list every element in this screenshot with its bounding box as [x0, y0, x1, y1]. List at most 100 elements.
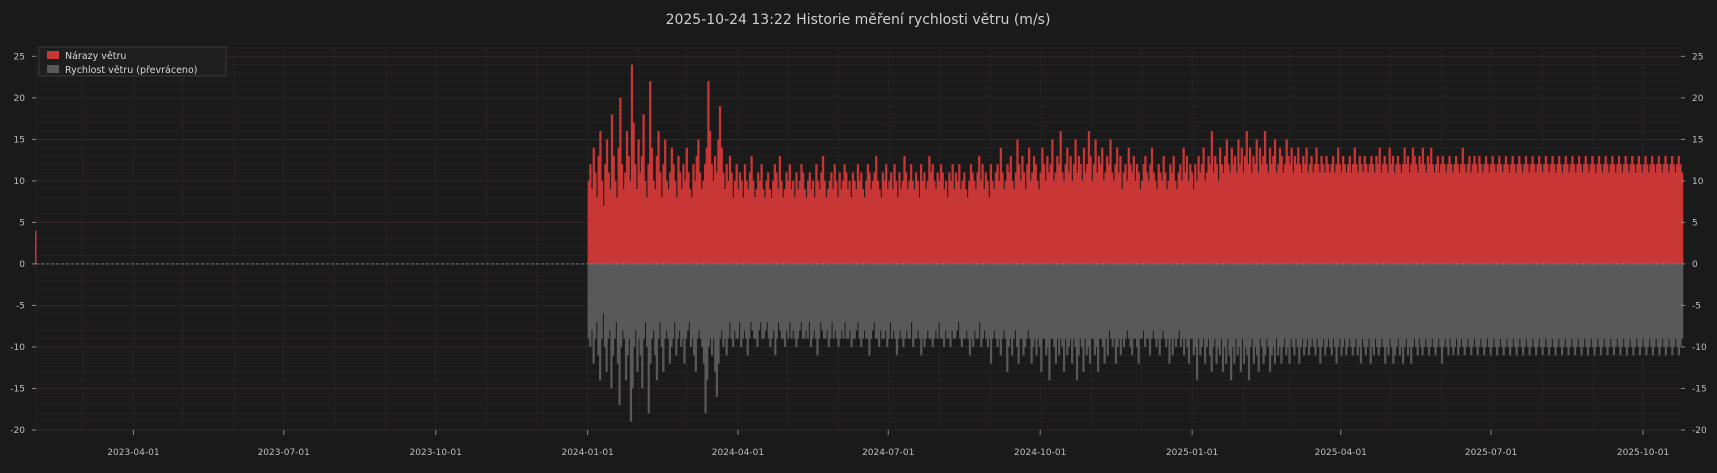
speed-bar: [681, 263, 684, 339]
speed-bar: [1208, 263, 1212, 356]
gust-bar: [684, 180, 687, 264]
gust-bar: [1579, 164, 1582, 264]
gust-bar: [949, 180, 953, 264]
speed-bar: [963, 263, 967, 339]
gust-bar: [1524, 155, 1528, 264]
gust-bar: [1599, 164, 1602, 264]
speed-bar: [618, 263, 621, 406]
gust-bar: [1401, 164, 1405, 264]
gust-bar: [1370, 155, 1373, 264]
speed-bar: [1471, 263, 1474, 347]
gust-bar: [1631, 155, 1634, 264]
speed-bar: [1656, 263, 1659, 347]
speed-bar: [1348, 263, 1351, 339]
speed-bar: [728, 263, 731, 323]
gust-bar: [695, 155, 698, 264]
speed-bar: [1515, 263, 1518, 356]
speed-bar: [1374, 263, 1377, 339]
gust-bar: [1047, 172, 1051, 264]
gust-bar: [1245, 131, 1248, 264]
speed-bar: [1372, 263, 1375, 356]
speed-bar: [903, 263, 907, 339]
gust-bar: [645, 197, 649, 264]
speed-bar: [925, 263, 928, 339]
speed-bar: [1611, 263, 1614, 347]
gust-bar: [944, 180, 948, 264]
speed-bar: [968, 263, 972, 356]
gust-bar: [602, 205, 605, 264]
gust-bar: [1476, 172, 1479, 264]
gust-bar: [865, 180, 868, 264]
gust-bar: [1145, 172, 1149, 264]
gust-bar: [1147, 180, 1150, 264]
speed-bar: [991, 263, 994, 339]
speed-bar: [620, 263, 623, 347]
gust-bar: [1262, 155, 1265, 264]
speed-bar: [863, 263, 866, 331]
gust-bar: [629, 180, 632, 264]
speed-bar: [1569, 263, 1572, 347]
speed-bar: [1264, 263, 1267, 356]
speed-bar: [1513, 263, 1517, 347]
speed-bar: [608, 263, 611, 331]
gust-bar: [787, 180, 790, 264]
speed-bar: [1512, 263, 1515, 339]
gust-bar: [1664, 155, 1667, 264]
gust-bar: [1086, 164, 1089, 264]
gust-bar: [755, 189, 758, 264]
gust-bar: [1317, 164, 1320, 264]
speed-bar: [1027, 263, 1030, 331]
gust-bar: [700, 189, 703, 264]
speed-bar: [1627, 263, 1630, 347]
speed-bar: [1124, 263, 1127, 339]
speed-bar: [1330, 263, 1333, 356]
speed-bar: [610, 263, 613, 389]
speed-bar: [1400, 263, 1403, 347]
speed-bar: [615, 263, 618, 323]
speed-bar: [1609, 263, 1612, 339]
gust-bar: [836, 197, 840, 264]
speed-bar: [626, 263, 629, 356]
speed-bar: [1265, 263, 1268, 339]
gust-bar: [1366, 172, 1370, 264]
speed-bar: [769, 263, 772, 347]
speed-bar: [655, 263, 658, 381]
speed-bar: [676, 263, 680, 339]
speed-bar: [1122, 263, 1126, 347]
speed-bar: [829, 263, 832, 339]
gust-bar: [1194, 164, 1197, 264]
speed-bar: [905, 263, 908, 331]
gust-bar: [622, 189, 625, 264]
speed-bar: [801, 263, 804, 339]
speed-bar: [993, 263, 996, 331]
gust-bar: [1393, 172, 1396, 264]
speed-bar: [1161, 263, 1165, 331]
speed-bar: [1470, 263, 1473, 356]
gust-bar: [1287, 155, 1290, 264]
speed-bar: [892, 263, 895, 331]
gust-bar: [833, 164, 836, 264]
speed-bar: [1114, 263, 1118, 364]
gust-bar: [1566, 164, 1569, 264]
gust-bar: [968, 180, 971, 264]
gust-bar: [921, 180, 924, 264]
gust-bar: [1084, 172, 1087, 264]
speed-bar: [785, 263, 788, 331]
gust-bar: [763, 197, 767, 264]
speed-bar: [1530, 263, 1533, 347]
gust-bar: [705, 147, 708, 264]
speed-bar: [1473, 263, 1476, 339]
gust-bar: [1155, 189, 1159, 264]
gust-bar: [1342, 155, 1345, 264]
gust-bar: [1466, 164, 1469, 264]
speed-bar: [1088, 263, 1092, 364]
speed-bar: [1064, 263, 1067, 339]
speed-bar: [1570, 263, 1573, 339]
speed-bar: [1421, 263, 1424, 356]
speed-bar: [1536, 263, 1539, 347]
speed-bar: [1126, 263, 1129, 331]
gust-bar: [1011, 180, 1014, 264]
speed-bar: [999, 263, 1002, 356]
speed-bar: [1671, 263, 1674, 356]
speed-bar: [900, 263, 903, 339]
